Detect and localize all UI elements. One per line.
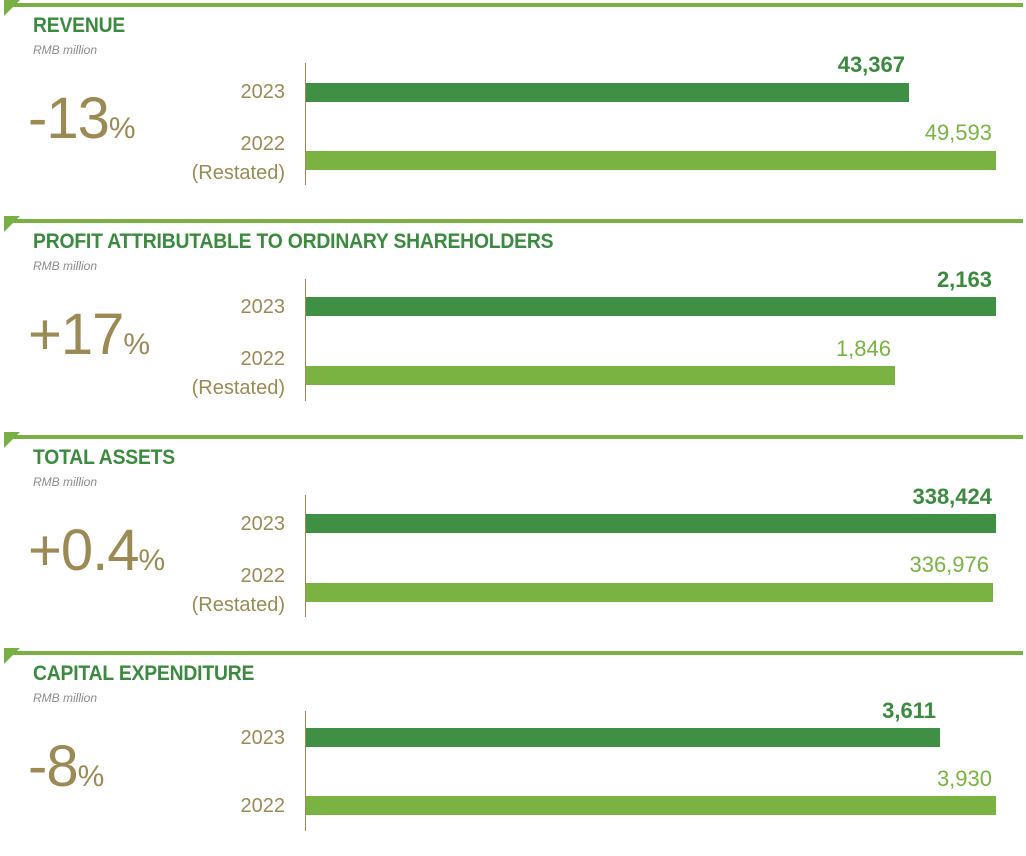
change-value: +0.4 xyxy=(28,518,139,583)
bar-2022 xyxy=(306,366,895,385)
kpi-panel-revenue: REVENUE RMB million -13% 2023 2022 (Resta… xyxy=(0,0,1026,212)
kpi-panel-capex: CAPITAL EXPENDITURE RMB million -8% 2023… xyxy=(0,648,1026,856)
restated-note: (Restated) xyxy=(191,594,285,616)
change-percentage: +17% xyxy=(28,306,150,374)
change-unit: % xyxy=(108,112,136,145)
panel-title: PROFIT ATTRIBUTABLE TO ORDINARY SHAREHOL… xyxy=(33,230,554,253)
category-label-2023: 2023 xyxy=(240,513,286,535)
corner-triangle-icon xyxy=(4,648,20,664)
change-percentage: -13% xyxy=(28,90,136,158)
change-value: -8 xyxy=(28,734,79,799)
bar-axis xyxy=(305,279,306,401)
panel-title: TOTAL ASSETS xyxy=(33,446,175,469)
panel-divider xyxy=(4,435,1023,439)
change-percentage: -8% xyxy=(28,738,104,806)
panel-divider xyxy=(4,219,1023,223)
corner-triangle-icon xyxy=(4,432,20,448)
value-label-2022: 49,593 xyxy=(924,120,992,145)
change-value: +17 xyxy=(28,302,124,367)
category-label-2022: 2022 (Restated) xyxy=(192,562,285,620)
category-label-2023: 2023 xyxy=(240,727,286,749)
category-label-2022: 2022 (Restated) xyxy=(192,130,285,188)
category-label-2022: 2022 xyxy=(240,795,286,817)
bar-2023 xyxy=(306,83,909,102)
bar-2022 xyxy=(306,151,996,170)
bar-axis xyxy=(305,711,306,831)
unit-label: RMB million xyxy=(33,475,98,489)
value-label-2022: 1,846 xyxy=(835,336,891,361)
unit-label: RMB million xyxy=(33,691,98,705)
change-value: -13 xyxy=(28,86,110,151)
panel-title: CAPITAL EXPENDITURE xyxy=(33,662,255,685)
kpi-panel-total-assets: TOTAL ASSETS RMB million +0.4% 2023 2022… xyxy=(0,432,1026,644)
change-percentage: +0.4% xyxy=(28,522,165,590)
kpi-panel-profit: PROFIT ATTRIBUTABLE TO ORDINARY SHAREHOL… xyxy=(0,216,1026,428)
value-label-2022: 3,930 xyxy=(936,766,992,791)
unit-label: RMB million xyxy=(33,43,98,57)
restated-note: (Restated) xyxy=(191,162,285,184)
category-label-2023: 2023 xyxy=(240,296,286,318)
bar-2022 xyxy=(306,583,993,602)
corner-triangle-icon xyxy=(4,0,20,16)
value-label-2022: 336,976 xyxy=(909,552,989,577)
change-unit: % xyxy=(138,544,166,577)
value-label-2023: 338,424 xyxy=(912,484,992,509)
category-label-2022: 2022 (Restated) xyxy=(192,345,285,403)
panel-title: REVENUE xyxy=(33,14,126,37)
corner-triangle-icon xyxy=(4,216,20,232)
bar-axis xyxy=(305,495,306,617)
value-label-2023: 3,611 xyxy=(882,698,936,723)
value-label-2023: 2,163 xyxy=(936,267,992,292)
restated-note: (Restated) xyxy=(191,377,285,399)
panel-divider xyxy=(4,651,1023,655)
change-unit: % xyxy=(123,328,151,361)
category-label-2023: 2023 xyxy=(240,81,286,103)
panel-divider xyxy=(4,3,1023,7)
bar-axis xyxy=(305,63,306,185)
value-label-2023: 43,367 xyxy=(837,52,905,77)
bar-2023 xyxy=(306,514,996,533)
bar-2023 xyxy=(306,728,940,747)
unit-label: RMB million xyxy=(33,259,98,273)
bar-2023 xyxy=(306,297,996,316)
change-unit: % xyxy=(77,760,105,793)
bar-2022 xyxy=(306,796,996,815)
